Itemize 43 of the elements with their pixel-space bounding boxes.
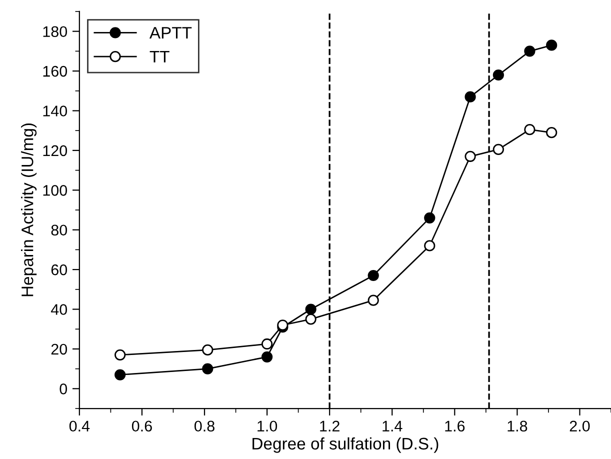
x-tick-label: 2.0 bbox=[570, 420, 590, 432]
legend-label: TT bbox=[150, 50, 170, 62]
point bbox=[492, 69, 504, 81]
point bbox=[546, 40, 558, 51]
point bbox=[261, 351, 273, 362]
point bbox=[114, 369, 126, 380]
point bbox=[464, 91, 476, 102]
legend-label: APTT bbox=[149, 27, 192, 39]
y-tick-label: 100 bbox=[43, 185, 68, 196]
x-tick-label: 1.0 bbox=[258, 420, 278, 432]
point bbox=[524, 46, 536, 57]
y-tick-label: 120 bbox=[43, 145, 68, 156]
x-tick-label: 0.6 bbox=[132, 420, 152, 432]
y-tick-label: 0 bbox=[60, 384, 68, 394]
point bbox=[424, 240, 436, 252]
x-tick-label: 1.8 bbox=[508, 420, 528, 432]
point bbox=[114, 349, 126, 360]
point bbox=[305, 314, 316, 325]
x-tick-label: 1.4 bbox=[382, 420, 402, 432]
y-tick-label: 140 bbox=[43, 106, 68, 116]
point bbox=[305, 304, 316, 315]
y-tick-label: 40 bbox=[50, 304, 68, 315]
x-tick-label: 0.8 bbox=[194, 420, 214, 432]
y-axis-title: Heparin Activity (IU/mg) bbox=[21, 124, 37, 296]
y-tick-label: 20 bbox=[51, 344, 68, 355]
point bbox=[202, 363, 214, 374]
x-tick-label: 0.4 bbox=[69, 420, 90, 432]
point bbox=[368, 294, 379, 306]
point bbox=[492, 144, 504, 155]
y-tick-label: 180 bbox=[43, 26, 68, 38]
y-tick-label: 60 bbox=[51, 264, 68, 276]
point bbox=[524, 124, 536, 136]
x-tick-label: 1.2 bbox=[320, 420, 340, 432]
point bbox=[261, 338, 273, 350]
point bbox=[546, 127, 558, 138]
point bbox=[202, 344, 214, 356]
x-tick-label: 1.6 bbox=[445, 420, 465, 432]
point bbox=[464, 150, 476, 162]
x-axis-title: Degree of sulfation (D.S.) bbox=[252, 437, 438, 453]
point bbox=[424, 212, 436, 224]
y-tick-label: 80 bbox=[51, 224, 68, 236]
point bbox=[368, 270, 379, 282]
y-tick-label: 160 bbox=[43, 66, 68, 77]
